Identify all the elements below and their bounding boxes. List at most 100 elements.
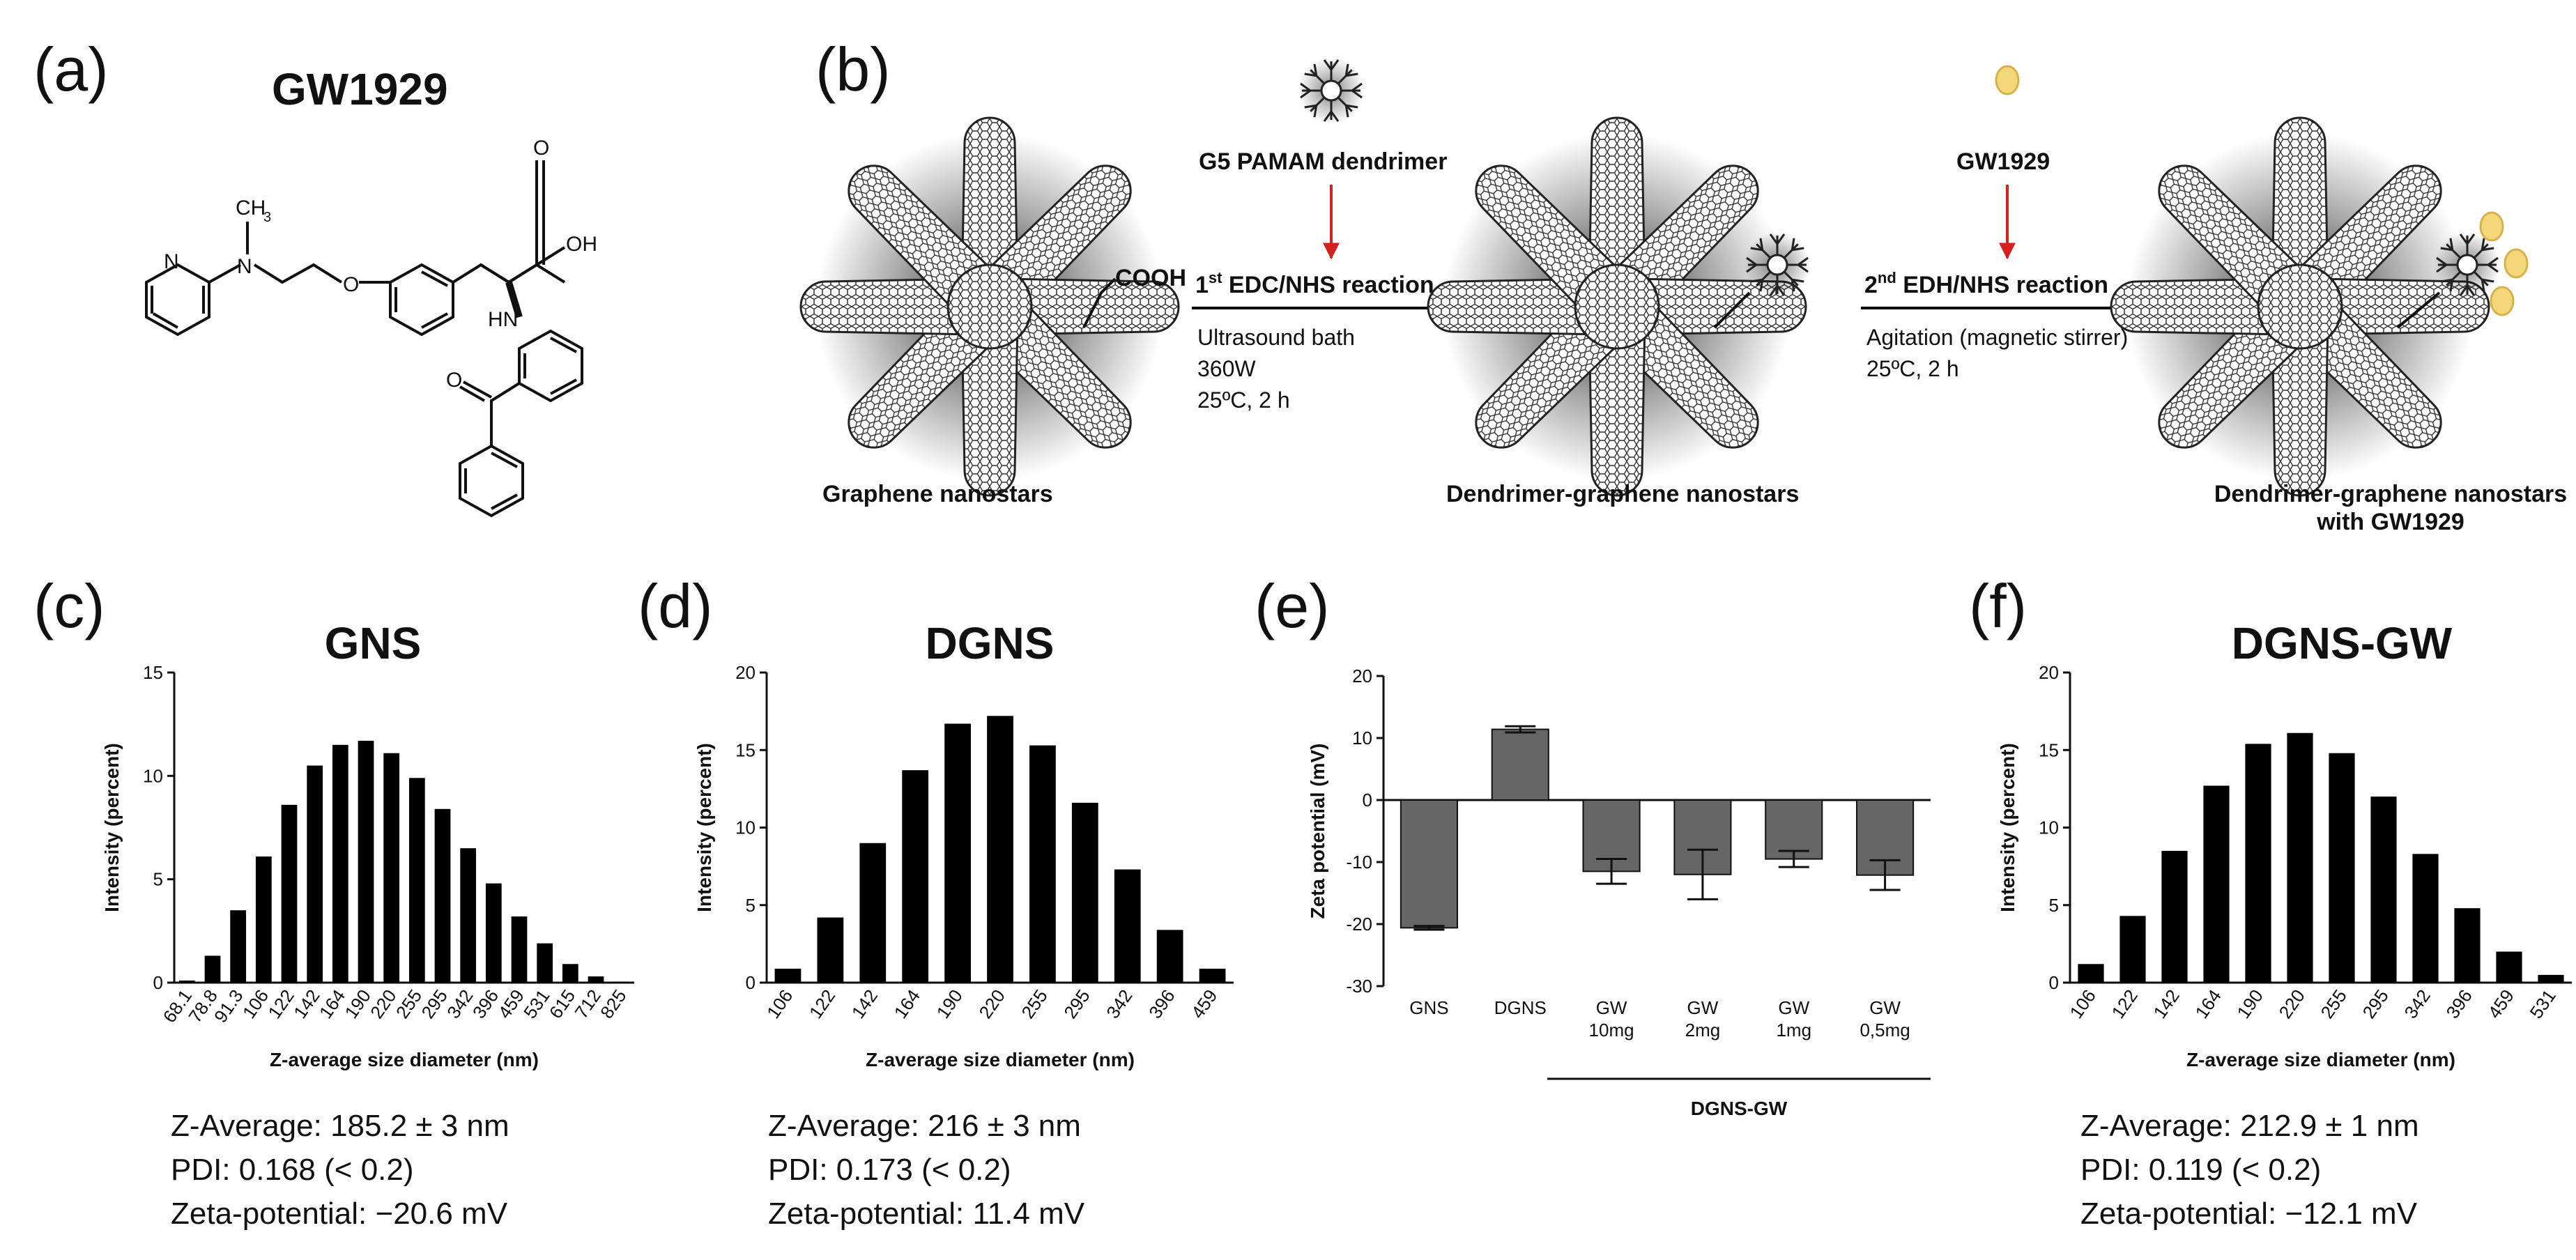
bar	[408, 778, 425, 983]
chart-c-title: GNS	[325, 618, 422, 668]
bar	[2078, 964, 2104, 983]
bar	[902, 770, 929, 983]
bar	[485, 883, 502, 983]
chart-d-dgns: 0 5 10 15 20 106 122 142 164 190 220 255 295 342 396 45…	[693, 662, 1234, 1070]
bar	[588, 976, 604, 983]
panel-d-label: (d)	[638, 571, 713, 640]
y-axis-label: Intensity (percent)	[1997, 743, 2018, 912]
y-tick-label: 20	[735, 662, 756, 683]
y-tick-label: 15	[735, 739, 756, 760]
y-tick-label: 20	[2039, 662, 2059, 683]
bar	[332, 744, 348, 983]
graphene-nanostar-icon	[2110, 116, 2490, 497]
gw1929-drug-icon	[2479, 211, 2504, 242]
stat-d-zeta: Zeta-potential: 11.4 mV	[768, 1197, 1085, 1231]
x-tick-label: 0,5mg	[1860, 1020, 1910, 1040]
bar	[1765, 799, 1823, 860]
reaction-1-label: 1st EDC/NHS reaction	[1195, 269, 1434, 298]
x-tick-label: 220	[2274, 985, 2308, 1022]
bar	[511, 916, 528, 983]
amine-n: N	[237, 255, 252, 278]
bar	[434, 808, 451, 983]
x-axis-label: Z-average size diameter (nm)	[866, 1049, 1135, 1070]
product-dendrimer-graphene: Dendrimer-graphene nanostars	[1446, 481, 1799, 507]
bar	[281, 804, 298, 983]
bar	[944, 723, 971, 983]
stat-d-pdi: PDI: 0.173 (< 0.2)	[768, 1153, 1011, 1187]
y-tick-label: 10	[735, 817, 756, 838]
ketone-o: O	[446, 369, 462, 392]
y-tick-label: 15	[2039, 739, 2059, 760]
bar	[2412, 854, 2439, 983]
product-final-line1: Dendrimer-graphene nanostars	[2214, 481, 2567, 507]
graphene-nanostar-icon	[799, 116, 1180, 497]
gw1929-drug-icon	[2490, 286, 2515, 316]
x-tick-label: 459	[2483, 985, 2517, 1022]
x-tick-label: 1mg	[1776, 1020, 1811, 1040]
x-tick-label: 825	[596, 985, 630, 1022]
methyl-sub: 3	[263, 210, 271, 225]
chart-c-gns: 05101568.178.891.31061221421641902202552…	[101, 662, 634, 1070]
bar	[1491, 728, 1549, 801]
x-tick-label: 164	[2191, 985, 2225, 1022]
reagent-pamam: G5 PAMAM dendrimer	[1199, 148, 1447, 175]
bar	[178, 981, 195, 983]
x-tick-label: 106	[762, 985, 797, 1022]
cond1-line2: 360W	[1197, 356, 1256, 381]
bar	[230, 910, 247, 983]
bar	[2538, 974, 2564, 983]
bar	[2496, 951, 2522, 983]
x-axis-label: Z-average size diameter (nm)	[2186, 1049, 2455, 1070]
y-tick-label: 10	[1352, 728, 1372, 748]
panel-a: (a) GW1929	[33, 35, 597, 518]
x-tick-label: 220	[974, 985, 1009, 1022]
reaction-2-label: 2nd EDH/NHS reaction	[1864, 269, 2108, 298]
bar	[817, 917, 844, 983]
bar	[774, 968, 802, 983]
y-tick-label: -30	[1346, 976, 1372, 997]
y-tick-label: 10	[2039, 817, 2059, 838]
y-tick-label: -20	[1346, 914, 1372, 935]
y-axis-label: Intensity (percent)	[101, 743, 123, 912]
bar	[1029, 745, 1056, 983]
x-tick-label: 10mg	[1589, 1020, 1634, 1040]
molecule-name: GW1929	[272, 64, 448, 114]
cond1-line1: Ultrasound bath	[1197, 325, 1355, 350]
bar	[859, 843, 887, 983]
bar	[2287, 732, 2313, 983]
x-tick-label: 164	[890, 985, 924, 1022]
bar	[537, 943, 553, 983]
panel-b-label: (b)	[815, 35, 891, 104]
panel-c-label: (c)	[33, 571, 105, 640]
x-tick-label: 142	[2149, 985, 2183, 1022]
cond2-line1: Agitation (magnetic stirrer)	[1866, 325, 2128, 350]
x-tick-label: GW	[1687, 997, 1719, 1018]
chart-f-dgns-gw: 0 5 10 15 20 106 122 142 164 190 220 255 295 342 396 45…	[1997, 662, 2572, 1070]
bar	[562, 964, 578, 983]
bar	[2119, 916, 2146, 983]
bar	[307, 765, 323, 983]
bar	[383, 753, 400, 983]
x-tick-label: GW	[1778, 997, 1809, 1018]
x-tick-label: 342	[1102, 985, 1136, 1022]
x-axis-label: Z-average size diameter (nm)	[270, 1049, 539, 1070]
gw1929-structure	[145, 160, 583, 518]
x-tick-label: 142	[848, 985, 882, 1022]
x-tick-label: 255	[1017, 985, 1051, 1022]
y-axis-label: Zeta potential (mV)	[1307, 743, 1328, 919]
x-tick-label: 396	[2441, 985, 2476, 1022]
chart-d-title: DGNS	[926, 618, 1055, 668]
product-final-line2: with GW1929	[2316, 509, 2464, 535]
y-tick-label: 0	[1363, 790, 1372, 810]
bar	[2161, 850, 2188, 983]
bar	[1071, 802, 1098, 983]
x-tick-label: 190	[2232, 985, 2267, 1022]
x-tick-label: 531	[2525, 985, 2559, 1022]
x-tick-label: 459	[1187, 985, 1221, 1022]
ether-o: O	[343, 273, 359, 296]
graphene-nanostar-icon	[1427, 116, 1807, 497]
x-tick-label: 190	[933, 985, 967, 1022]
stat-d-zavg: Z-Average: 216 ± 3 nm	[768, 1109, 1081, 1143]
